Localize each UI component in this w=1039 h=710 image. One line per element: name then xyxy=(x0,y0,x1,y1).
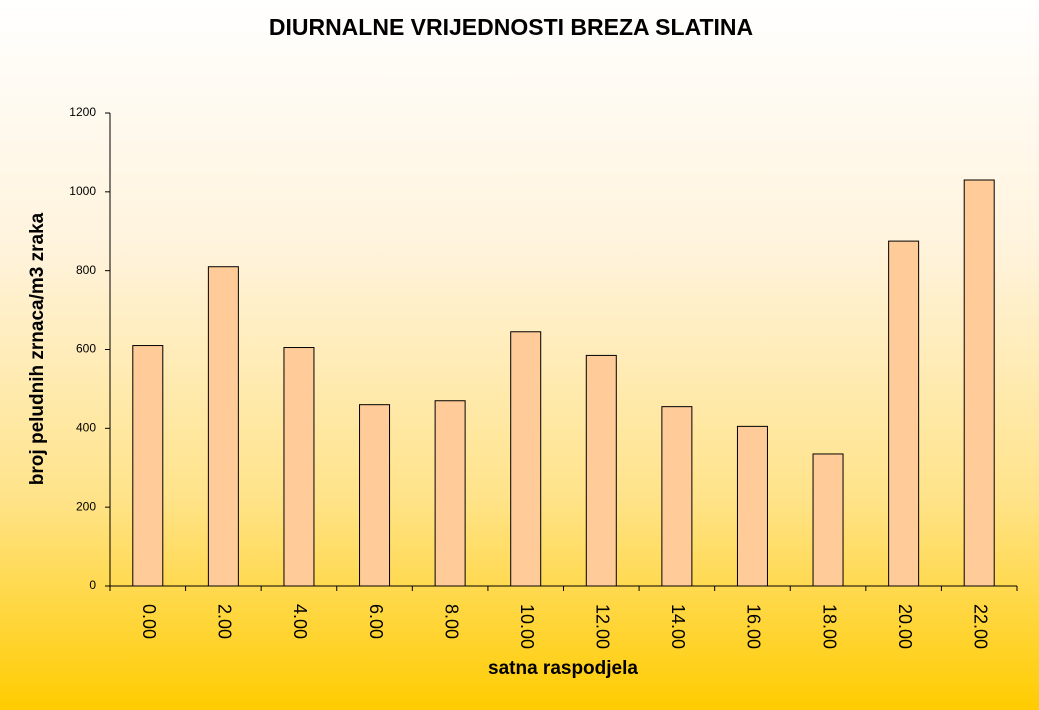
y-tick-label: 200 xyxy=(76,499,96,513)
y-tick-label: 400 xyxy=(76,421,96,435)
x-tick-label: 0.00 xyxy=(139,604,159,639)
x-tick-label: 6.00 xyxy=(366,604,386,639)
x-tick-label: 10.00 xyxy=(517,604,537,649)
x-tick-label: 14.00 xyxy=(668,604,688,649)
bar xyxy=(585,354,617,587)
y-tick-label: 0 xyxy=(89,578,96,592)
y-axis-label: broj peludnih zrnaca/m3 zraka xyxy=(27,212,48,485)
x-tick-label: 2.00 xyxy=(215,604,235,639)
bar xyxy=(434,400,466,587)
bar xyxy=(963,179,995,587)
y-tick-label: 800 xyxy=(76,263,96,277)
y-tick-label: 1200 xyxy=(69,105,96,119)
bar xyxy=(661,406,693,587)
bar xyxy=(510,331,542,587)
bar xyxy=(132,345,164,587)
bar xyxy=(736,425,768,587)
x-tick-label: 8.00 xyxy=(441,604,461,639)
x-axis-label: satna raspodjela xyxy=(488,658,638,679)
bar xyxy=(207,266,239,587)
x-tick-label: 22.00 xyxy=(970,604,990,649)
x-tick-label: 12.00 xyxy=(593,604,613,649)
x-tick-label: 4.00 xyxy=(290,604,310,639)
x-tick-label: 18.00 xyxy=(819,604,839,649)
chart-title: DIURNALNE VRIJEDNOSTI BREZA SLATINA xyxy=(269,14,753,40)
x-tick-label: 20.00 xyxy=(895,604,915,649)
bar xyxy=(359,404,391,587)
bar xyxy=(812,453,844,587)
y-tick-label: 1000 xyxy=(69,184,96,198)
bar xyxy=(283,347,315,587)
y-tick-label: 600 xyxy=(76,342,96,356)
bar xyxy=(888,240,920,587)
x-tick-label: 16.00 xyxy=(744,604,764,649)
